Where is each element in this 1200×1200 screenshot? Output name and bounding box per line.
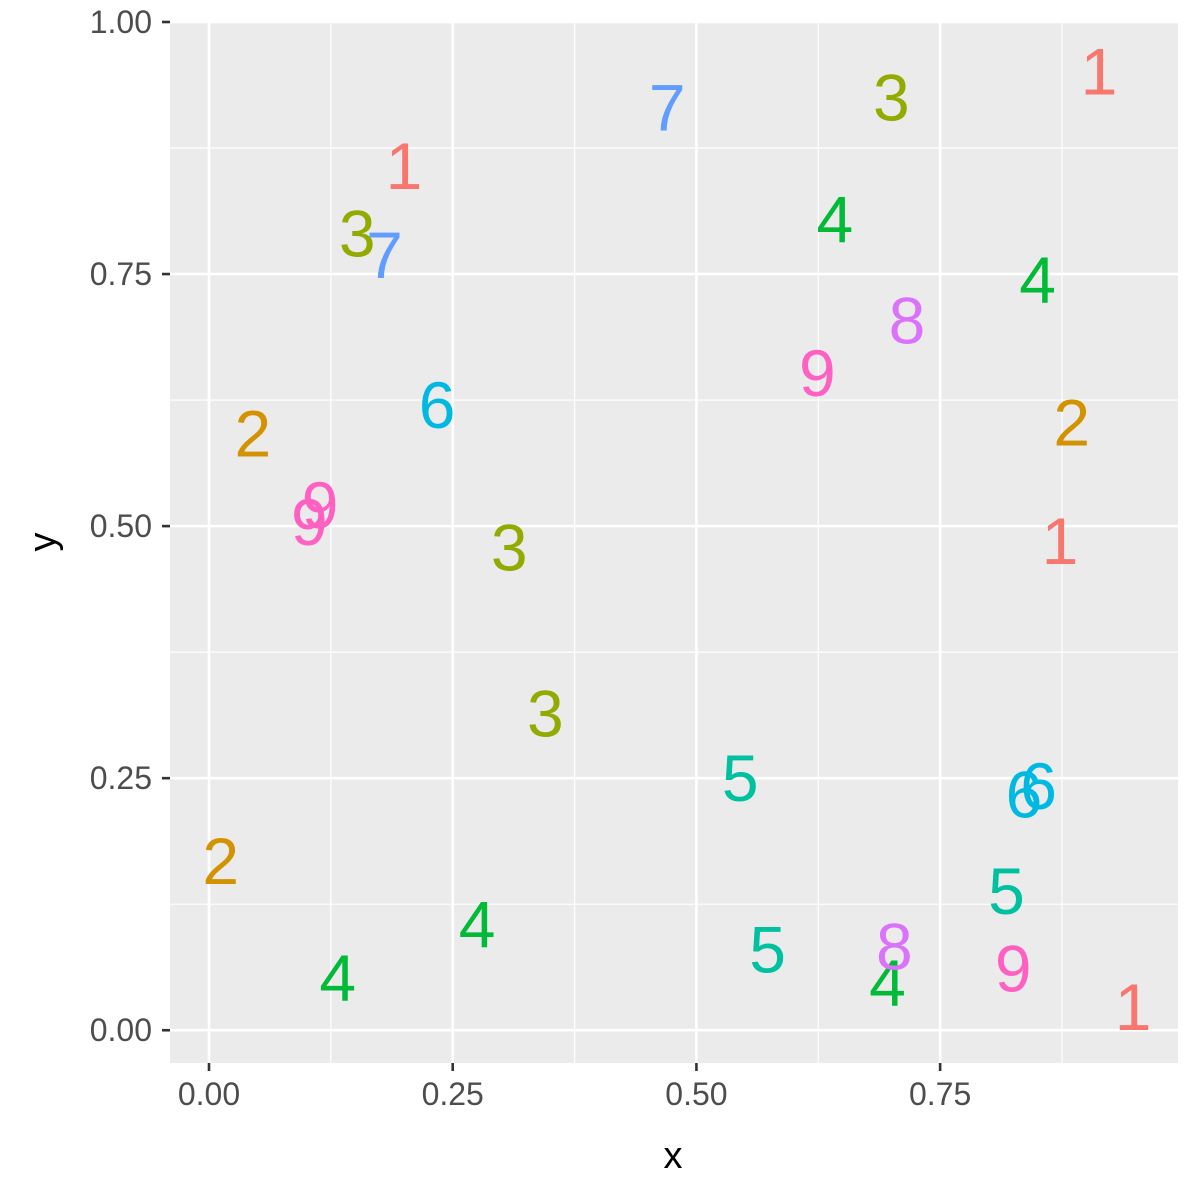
point-label-7: 7 [366,218,403,292]
y-tick-label: 0.75 [90,256,152,292]
x-tick-label: 0.50 [665,1076,727,1112]
y-tick-label: 1.00 [90,4,152,40]
point-label-3: 3 [491,510,528,584]
point-label-4: 4 [869,946,906,1020]
point-label-3: 3 [873,61,910,135]
y-axis-title: y [22,533,64,552]
point-label-9: 9 [799,336,836,410]
point-label-1: 1 [1042,504,1079,578]
point-label-9: 9 [995,932,1032,1006]
point-label-2: 2 [202,824,239,898]
point-label-6: 6 [1020,749,1057,823]
y-tick-label: 0.50 [90,508,152,544]
x-tick-label: 0.00 [178,1076,240,1112]
point-label-2: 2 [1053,385,1090,459]
point-label-8: 8 [876,910,913,984]
point-label-8: 8 [889,283,926,357]
point-label-4: 4 [319,941,356,1015]
major-gridlines [170,20,1178,1063]
point-label-3: 3 [527,677,564,751]
minor-gridlines [170,22,1178,1063]
point-label-6: 6 [1006,757,1043,831]
y-tick-label: 0.25 [90,760,152,796]
point-label-5: 5 [722,741,759,815]
point-label-1: 1 [1081,34,1118,108]
point-label-9: 9 [291,485,328,559]
plot-background [170,22,1178,1063]
point-label-5: 5 [988,854,1025,928]
point-label-3: 3 [339,197,376,271]
x-axis: 0.00 0.25 0.50 0.75 [178,1063,971,1112]
point-label-9: 9 [302,468,339,542]
x-tick-label: 0.75 [909,1076,971,1112]
point-label-2: 2 [235,396,272,470]
point-label-7: 7 [649,71,686,145]
point-label-5: 5 [749,913,786,987]
point-label-1: 1 [386,129,423,203]
x-tick-label: 0.25 [422,1076,484,1112]
y-axis: 0.00 0.25 0.50 0.75 1.00 [90,4,170,1048]
point-label-6: 6 [419,368,456,442]
point-label-4: 4 [1019,243,1056,317]
point-label-1: 1 [1115,970,1152,1044]
point-label-4: 4 [459,887,496,961]
y-tick-label: 0.00 [90,1012,152,1048]
point-label-4: 4 [816,183,853,257]
x-axis-title: x [664,1135,683,1177]
